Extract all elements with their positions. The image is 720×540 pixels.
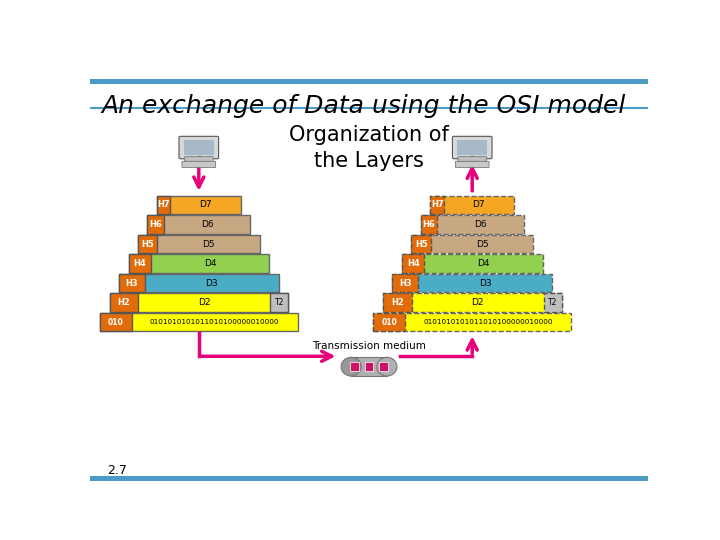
Bar <box>374 313 571 332</box>
Text: H5: H5 <box>415 240 428 248</box>
Bar <box>431 196 514 214</box>
Bar <box>157 196 240 214</box>
Bar <box>138 235 260 253</box>
FancyBboxPatch shape <box>455 161 489 167</box>
Ellipse shape <box>377 357 397 376</box>
Bar <box>128 254 269 273</box>
Bar <box>364 362 374 371</box>
Bar <box>119 274 279 292</box>
Bar <box>109 293 288 312</box>
Text: 0101010101011010100000010000: 0101010101011010100000010000 <box>150 319 279 325</box>
Text: H4: H4 <box>133 259 146 268</box>
FancyBboxPatch shape <box>182 161 216 167</box>
Text: Organization of
the Layers: Organization of the Layers <box>289 125 449 171</box>
Bar <box>100 313 297 332</box>
Bar <box>383 293 412 312</box>
Text: D4: D4 <box>477 259 490 268</box>
Text: H3: H3 <box>125 279 138 288</box>
Bar <box>128 254 151 273</box>
Bar <box>421 215 437 234</box>
Bar <box>431 196 444 214</box>
Bar <box>374 313 405 332</box>
FancyBboxPatch shape <box>458 157 487 161</box>
Text: D6: D6 <box>201 220 213 229</box>
Bar <box>421 215 523 234</box>
Text: 010: 010 <box>382 318 397 327</box>
Bar <box>379 362 388 371</box>
Bar <box>109 293 138 312</box>
Bar <box>457 140 487 155</box>
Text: H7: H7 <box>158 200 170 210</box>
Bar <box>148 215 250 234</box>
Bar <box>392 274 552 292</box>
Bar <box>402 254 543 273</box>
Text: D2: D2 <box>472 298 484 307</box>
Bar <box>402 254 424 273</box>
Bar <box>100 313 132 332</box>
Text: D7: D7 <box>472 200 485 210</box>
Bar <box>138 235 158 253</box>
Bar <box>392 274 418 292</box>
Text: T2: T2 <box>274 298 284 307</box>
Text: H3: H3 <box>399 279 412 288</box>
Text: D5: D5 <box>202 240 215 248</box>
Bar <box>351 357 387 376</box>
Text: D3: D3 <box>479 279 491 288</box>
Text: H4: H4 <box>407 259 420 268</box>
Text: D7: D7 <box>199 200 212 210</box>
Text: D6: D6 <box>474 220 487 229</box>
Bar <box>350 362 359 371</box>
FancyBboxPatch shape <box>452 136 492 159</box>
Bar <box>157 196 171 214</box>
FancyBboxPatch shape <box>179 136 219 159</box>
Text: T2: T2 <box>548 298 557 307</box>
Bar <box>184 140 214 155</box>
Bar <box>90 476 648 481</box>
Text: Transmission medium: Transmission medium <box>312 341 426 351</box>
Text: H6: H6 <box>149 220 162 229</box>
Text: 0101010101011010100000010000: 0101010101011010100000010000 <box>423 319 553 325</box>
Bar <box>383 293 562 312</box>
Text: H5: H5 <box>141 240 154 248</box>
Text: 010: 010 <box>108 318 124 327</box>
FancyBboxPatch shape <box>184 157 213 161</box>
Bar <box>119 274 145 292</box>
Text: H2: H2 <box>391 298 404 307</box>
Text: D5: D5 <box>476 240 488 248</box>
Text: D3: D3 <box>205 279 218 288</box>
Text: H6: H6 <box>423 220 436 229</box>
Text: 2.7: 2.7 <box>107 464 127 477</box>
Text: H7: H7 <box>431 200 444 210</box>
Text: H2: H2 <box>117 298 130 307</box>
Bar <box>270 293 288 312</box>
Text: D2: D2 <box>198 298 210 307</box>
Bar <box>544 293 562 312</box>
Bar <box>411 235 431 253</box>
Bar <box>411 235 533 253</box>
Bar <box>148 215 164 234</box>
Ellipse shape <box>341 357 361 376</box>
Text: D4: D4 <box>204 259 216 268</box>
Text: An exchange of Data using the OSI model: An exchange of Data using the OSI model <box>101 94 626 118</box>
Bar <box>90 78 648 84</box>
